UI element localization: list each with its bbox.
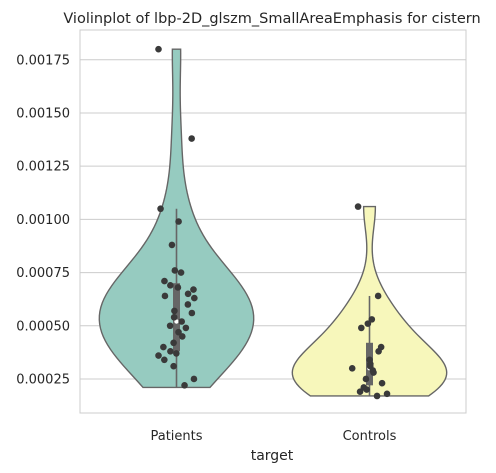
data-point: [190, 286, 197, 293]
y-tick-label: 0.00150: [16, 106, 70, 121]
x-tick-label: Patients: [150, 429, 202, 444]
data-point: [168, 241, 176, 249]
data-point: [373, 392, 381, 400]
data-point: [171, 307, 178, 315]
data-point: [175, 218, 182, 225]
data-point: [170, 313, 178, 321]
data-point: [170, 362, 177, 370]
data-point: [167, 347, 174, 355]
y-tick-label: 0.00175: [16, 53, 70, 68]
data-point: [374, 292, 382, 300]
x-tick-label: Controls: [343, 429, 397, 444]
data-point: [348, 365, 356, 372]
data-point: [157, 205, 164, 213]
data-point: [161, 277, 168, 285]
data-point: [375, 347, 382, 355]
data-point: [191, 294, 198, 302]
data-point: [188, 135, 195, 142]
data-point: [160, 343, 167, 351]
data-point: [182, 324, 190, 332]
data-point: [178, 333, 186, 340]
y-tick-label: 0.00075: [16, 266, 70, 281]
data-point: [177, 269, 185, 276]
data-point: [370, 369, 377, 376]
y-tick-label: 0.00050: [16, 319, 70, 334]
data-point: [170, 339, 177, 347]
data-point: [362, 375, 370, 383]
data-point: [171, 267, 179, 274]
data-point: [190, 375, 198, 383]
data-point: [178, 318, 185, 325]
data-point: [368, 316, 376, 323]
y-tick-label: 0.00025: [16, 372, 70, 387]
data-point: [188, 309, 196, 317]
data-point: [167, 282, 174, 289]
median-dot: [174, 319, 179, 324]
data-point: [161, 292, 169, 300]
point-layer: [155, 45, 391, 400]
x-tick-labels: Patients Controls: [150, 429, 396, 444]
data-point: [378, 379, 386, 387]
data-point: [358, 324, 365, 332]
data-point: [383, 390, 391, 398]
data-point: [155, 45, 162, 53]
data-point: [363, 386, 371, 393]
data-point: [354, 203, 362, 210]
data-point: [184, 301, 192, 308]
data-point: [184, 290, 192, 298]
data-point: [161, 356, 168, 364]
data-point: [364, 320, 372, 327]
data-point: [166, 322, 174, 330]
y-tick-labels: 0.00025 0.00050 0.00075 0.00100 0.00125 0.001…: [16, 53, 70, 387]
chart-title: Violinplot of lbp-2D_glszm_SmallAreaEmph…: [63, 11, 480, 27]
data-point: [173, 350, 180, 357]
data-point: [155, 352, 162, 359]
data-point: [175, 328, 182, 336]
data-point: [181, 382, 188, 389]
y-tick-label: 0.00100: [16, 213, 70, 228]
y-tick-label: 0.00125: [16, 160, 70, 175]
x-axis-label: target: [251, 448, 294, 464]
data-point: [356, 388, 364, 396]
data-point: [174, 284, 182, 291]
